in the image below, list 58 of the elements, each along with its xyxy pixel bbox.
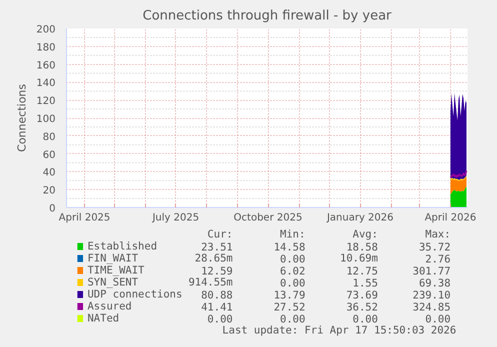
- legend-label: FIN_WAIT: [87, 252, 139, 264]
- text: 23.51: [201, 242, 233, 254]
- text: 0.00: [280, 278, 306, 290]
- text: 0.00: [352, 314, 378, 326]
- text: 12.59: [201, 266, 233, 278]
- text: 35.72: [418, 242, 451, 254]
- y-tick-label: 180: [36, 42, 56, 54]
- y-tick-label: 200: [36, 24, 56, 36]
- text: 0.00: [425, 314, 451, 326]
- chart-title: Connections through firewall - by year: [142, 8, 392, 24]
- y-tick-label: 120: [36, 96, 56, 108]
- legend-label: UDP connections: [87, 288, 182, 300]
- y-tick-label: 100: [36, 114, 56, 125]
- legend-label: SYN_SENT: [87, 276, 139, 288]
- y-tick-label: 140: [36, 78, 56, 90]
- text: 69.38: [418, 278, 451, 290]
- text: 14.58: [274, 242, 306, 254]
- text: 18.58: [346, 242, 378, 254]
- text: 41.41: [201, 302, 233, 314]
- text: 10.69m: [340, 252, 378, 264]
- y-tick-label: 60: [42, 150, 56, 161]
- text: 36.52: [346, 302, 378, 314]
- y-axis-title: Connections: [15, 84, 28, 152]
- legend-label: NATed: [87, 312, 120, 324]
- x-tick-label: April 2026: [424, 212, 476, 224]
- y-tick-label: 80: [42, 132, 56, 143]
- text: 914.55m: [188, 276, 233, 288]
- y-tick-label: 160: [36, 60, 56, 72]
- text: 13.79: [274, 290, 306, 302]
- text: 301.77: [412, 266, 451, 278]
- text: 324.85: [412, 302, 451, 314]
- text: Cur:: [207, 228, 233, 240]
- text: Avg:: [352, 228, 378, 240]
- x-tick-label: January 2026: [326, 212, 394, 224]
- text: 28.65m: [194, 252, 233, 264]
- text: 0.00: [207, 314, 233, 326]
- text: 80.88: [201, 290, 233, 302]
- text: 6.02: [280, 266, 306, 278]
- legend-label: Assured: [87, 300, 132, 312]
- legend-label: TIME_WAIT: [87, 264, 146, 276]
- x-tick-label: April 2025: [58, 212, 110, 224]
- y-tick-label: 40: [42, 168, 56, 179]
- text: 73.69: [346, 290, 378, 302]
- text: 239.10: [412, 290, 451, 302]
- x-tick-label: July 2025: [151, 212, 200, 224]
- text: 1.55: [352, 278, 378, 290]
- text: 0.00: [280, 254, 306, 266]
- text: Last update: Fri Apr 17 15:50:03 2026: [222, 324, 456, 336]
- text: Min:: [280, 228, 306, 240]
- text: 0.00: [280, 314, 306, 326]
- legend-label: Established: [87, 240, 158, 252]
- text: 27.52: [274, 302, 306, 314]
- text: 12.75: [346, 266, 378, 278]
- x-tick-label: October 2025: [234, 212, 302, 224]
- text: Max:: [425, 228, 451, 240]
- text: 2.76: [425, 254, 451, 266]
- y-tick-label: 20: [42, 186, 56, 197]
- y-tick-label: 0: [49, 204, 56, 214]
